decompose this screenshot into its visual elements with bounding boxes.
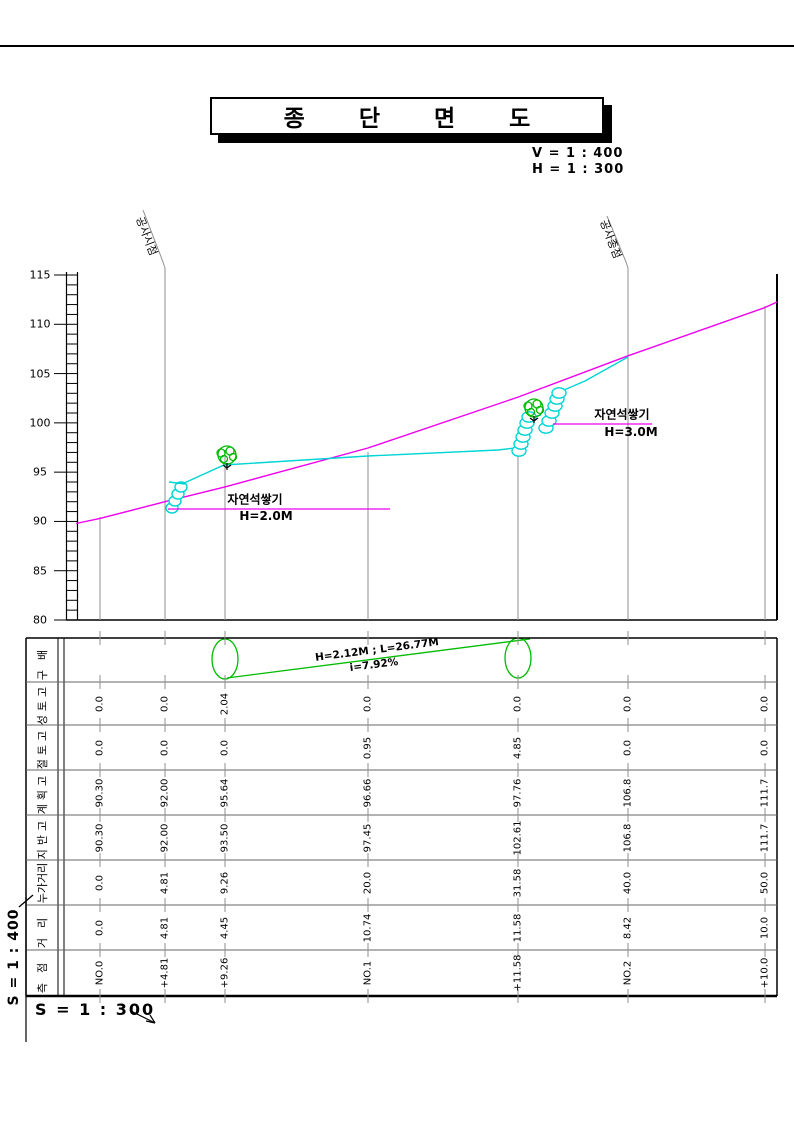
table-cell: 0.0 [159, 739, 171, 756]
row-label: 누가거리 [36, 862, 49, 903]
row-label: 계획고 [36, 771, 49, 814]
table-cell: 0.0 [219, 739, 231, 756]
table-cell: 0.0 [159, 695, 171, 712]
elevation-tick-label: 90 [33, 514, 47, 528]
row-label: 성토고 [36, 682, 49, 725]
scale-note-horizontal: H = 1 : 300 [532, 162, 625, 177]
station-label: +10.0 [759, 957, 771, 989]
elevation-tick-label: 80 [33, 613, 47, 627]
elevation-tick-label: 95 [33, 465, 47, 479]
design-line [556, 356, 629, 394]
table-cell: 4.81 [159, 916, 171, 939]
table-cell: 0.0 [622, 695, 634, 712]
table-cell: 0.0 [94, 919, 106, 936]
row-label: 측점 [36, 952, 49, 994]
end-point-leader [606, 215, 629, 269]
row-label: 지반고 [36, 816, 49, 859]
title-box: 종단면도 [210, 97, 604, 135]
table-cell: 4.85 [512, 736, 524, 759]
table-cell: 106.8 [622, 778, 634, 807]
table-cell: 0.0 [94, 695, 106, 712]
table-cell: 9.26 [219, 871, 231, 894]
stone-wall-2-label: 자연석쌓기 [594, 407, 650, 422]
table-cell: 0.95 [362, 736, 374, 759]
elevation-tick-label: 100 [29, 416, 51, 430]
table-cell: 2.04 [219, 692, 231, 715]
row-label: 절토고 [36, 726, 49, 769]
table-cell: 4.81 [159, 871, 171, 894]
table-cell: 8.42 [622, 916, 634, 939]
shrub-icon [526, 407, 536, 417]
horizontal-scale-arrow [130, 1010, 156, 1024]
row-label: 거리 [36, 907, 49, 948]
elevation-tick-label: 110 [29, 317, 51, 331]
stone-wall-2-height: H=3.0M [604, 425, 658, 439]
stone-wall-right-upper [551, 387, 567, 399]
table-cell: 96.66 [362, 778, 374, 807]
tree-icon [228, 452, 238, 462]
stone-wall-1-height: H=2.0M [239, 509, 293, 523]
horizontal-scale-arrowhead [149, 1014, 156, 1024]
table-cell: 50.0 [759, 871, 771, 894]
ground-line [75, 301, 778, 525]
shrub-icon [529, 416, 539, 423]
station-label: NO.2 [622, 960, 634, 986]
elevation-tick-label: 115 [29, 268, 51, 282]
stone-wall-left [168, 481, 186, 485]
scale-note-vertical: V = 1 : 400 [532, 146, 624, 161]
table-cell: 90.30 [94, 823, 106, 852]
table-cell: 0.0 [512, 695, 524, 712]
elevation-tick-label: 105 [29, 367, 51, 381]
tree-icon [222, 463, 232, 470]
table-cell: 10.74 [362, 913, 374, 942]
table-cell: 40.0 [622, 871, 634, 894]
table-cell: 0.0 [94, 739, 106, 756]
table-cell: 0.0 [759, 695, 771, 712]
horizontal-scale-label: S = 1 : 300 [35, 1000, 156, 1019]
page-title: 종단면도 [283, 106, 585, 132]
vertical-scale-arrow [18, 894, 34, 908]
table-cell: 11.58 [512, 913, 524, 942]
table-cell: 20.0 [362, 871, 374, 894]
table-cell: 31.58 [512, 868, 524, 897]
table-cell: 111.7 [759, 823, 771, 852]
table-cell: 95.64 [219, 778, 231, 807]
vertical-scale-label: S = 1 : 400 [6, 908, 22, 1006]
table-cell: 0.0 [759, 739, 771, 756]
table-cell: 102.61 [512, 820, 524, 855]
table-cell: 0.0 [362, 695, 374, 712]
station-label: NO.1 [362, 960, 374, 986]
station-label: NO.0 [94, 960, 106, 986]
stone-wall-1-label: 자연석쌓기 [227, 492, 283, 507]
elevation-tick-label: 85 [33, 564, 47, 578]
table-cell: 0.0 [94, 874, 106, 891]
grade-slope-line [226, 638, 531, 679]
table-cell: 10.0 [759, 916, 771, 939]
station-label: +11.58 [512, 954, 524, 992]
table-cell: 111.7 [759, 778, 771, 807]
shrub-icon [535, 405, 545, 415]
tree-icon [219, 454, 229, 464]
horizontal-scale-arrowhead [145, 1020, 156, 1024]
row-label: 구배 [36, 639, 49, 681]
station-label: +9.26 [219, 957, 231, 989]
table-cell: 93.50 [219, 823, 231, 852]
table-cell: 97.45 [362, 823, 374, 852]
table-cell: 97.76 [512, 778, 524, 807]
table-cell: 92.00 [159, 778, 171, 807]
table-cell: 0.0 [622, 739, 634, 756]
station-label: +4.81 [159, 957, 171, 989]
start-point-leader [142, 209, 166, 269]
table-cell: 106.8 [622, 823, 634, 852]
design-line [181, 447, 516, 485]
table-cell: 4.45 [219, 916, 231, 939]
table-cell: 90.30 [94, 778, 106, 807]
scale-note: V = 1 : 400 H = 1 : 300 [532, 146, 624, 178]
table-cell: 92.00 [159, 823, 171, 852]
